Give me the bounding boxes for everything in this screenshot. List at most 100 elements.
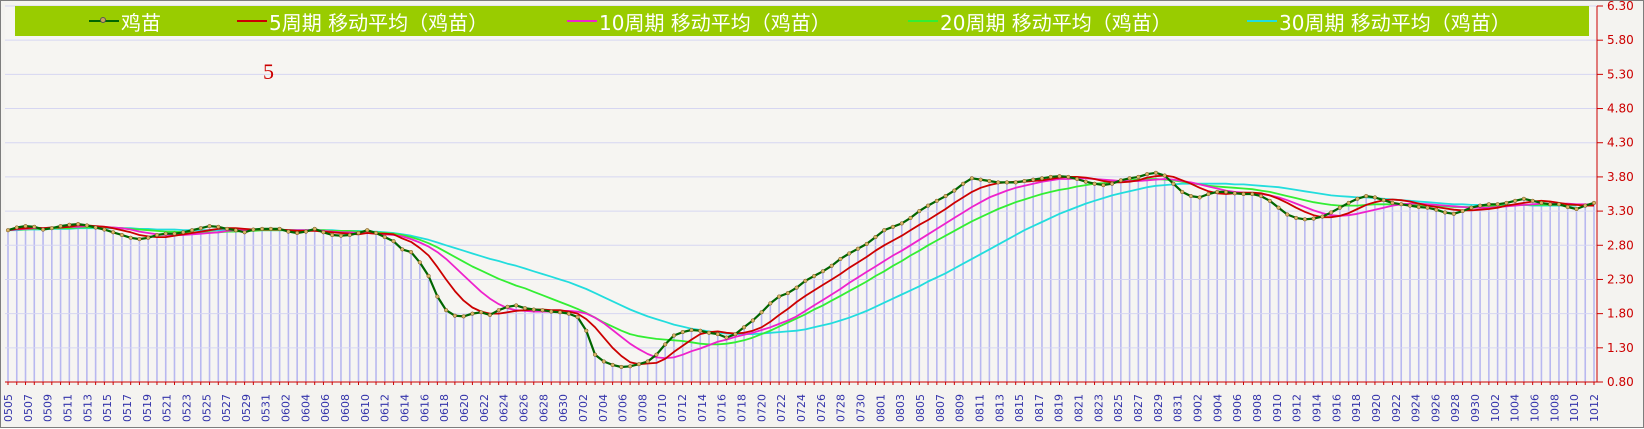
legend-item-ma10[interactable]: 10周期 移动平均（鸡苗） (567, 6, 831, 36)
price-point (969, 176, 974, 181)
x-tick-label: 0610 (359, 394, 372, 422)
legend-item-ma5[interactable]: 5周期 移动平均（鸡苗） (237, 6, 488, 36)
price-point (1478, 203, 1483, 208)
price-point (1372, 195, 1377, 200)
price-point (146, 235, 151, 240)
price-point (1364, 194, 1369, 199)
price-point (1337, 205, 1342, 210)
price-point (1022, 178, 1027, 184)
price-point (496, 308, 501, 313)
price-point (391, 239, 396, 244)
price-point (84, 223, 89, 228)
price-point (943, 194, 948, 199)
price-point (1215, 189, 1220, 194)
price-point (1188, 194, 1193, 199)
price-point (1162, 173, 1167, 178)
price-point (154, 232, 160, 238)
price-point (926, 203, 931, 208)
price-point (373, 230, 379, 236)
price-point (426, 273, 431, 279)
x-tick-label: 0511 (62, 394, 75, 422)
x-tick-label: 0509 (42, 394, 55, 422)
x-tick-label: 0525 (200, 394, 213, 422)
price-point (1145, 172, 1150, 177)
price-point (409, 250, 414, 255)
x-tick-label: 0728 (835, 394, 848, 422)
price-point (216, 224, 221, 229)
x-tick-label: 0612 (379, 394, 392, 422)
x-tick-label: 0527 (220, 394, 233, 422)
price-point (768, 301, 773, 306)
price-point (636, 362, 641, 367)
x-tick-label: 0517 (121, 394, 134, 422)
price-point (838, 256, 843, 261)
price-point (163, 231, 168, 236)
price-point (917, 209, 922, 214)
price-point (715, 332, 720, 337)
price-point (514, 303, 519, 308)
y-axis: 0.80 1.30 1.80 2.30 2.80 3.30 3.80 4.30 4.80 5.30… (1596, 1, 1634, 389)
legend-item-ma30[interactable]: 30周期 移动平均（鸡苗） (1247, 6, 1511, 36)
price-point (505, 304, 510, 309)
legend-swatch-ma30 (1247, 20, 1277, 22)
price-point (820, 269, 825, 274)
price-point (321, 230, 326, 235)
x-tick-label: 0608 (339, 394, 352, 422)
x-tick-label: 0825 (1112, 394, 1125, 422)
y-tick-label: 2.30 (1607, 272, 1634, 286)
price-point (93, 225, 98, 230)
x-tick-label: 0916 (1330, 394, 1343, 422)
price-bars (7, 172, 1595, 382)
price-point (1057, 174, 1062, 179)
price-point (794, 285, 799, 290)
y-tick-label: 6.30 (1607, 1, 1634, 13)
price-point (1556, 202, 1562, 207)
price-point (40, 227, 46, 232)
legend-item-ma20[interactable]: 20周期 移动平均（鸡苗） (908, 6, 1172, 36)
x-tick-label: 1004 (1509, 394, 1522, 422)
price-point (1390, 200, 1395, 205)
price-point (899, 221, 904, 226)
price-point (759, 310, 764, 315)
price-point (645, 359, 650, 364)
price-point (1355, 196, 1360, 201)
price-point (1451, 211, 1456, 216)
x-tick-label: 0904 (1211, 394, 1224, 422)
legend-swatch-ma5 (237, 20, 267, 22)
price-point (1258, 194, 1264, 199)
price-point (23, 224, 28, 229)
price-point (1136, 174, 1141, 179)
price-point (593, 352, 598, 357)
y-tick-label: 3.30 (1607, 204, 1634, 218)
y-tick-label: 0.80 (1607, 375, 1634, 389)
legend-swatch-price (89, 17, 119, 23)
price-point (452, 313, 457, 318)
x-tick-label: 0730 (855, 394, 868, 422)
legend-label-ma30: 30周期 移动平均（鸡苗） (1279, 10, 1511, 35)
x-tick-label: 0622 (478, 394, 491, 422)
price-point (1285, 212, 1290, 217)
price-point (1241, 191, 1246, 197)
price-point (1407, 203, 1413, 208)
price-point (382, 235, 387, 240)
chart-annotation: 5 (263, 59, 274, 84)
x-tick-label: 0702 (577, 394, 590, 422)
price-point (1206, 191, 1211, 197)
price-point (102, 227, 107, 232)
price-point (1416, 204, 1421, 210)
price-point (549, 309, 554, 314)
legend-item-price[interactable]: 鸡苗 (89, 6, 161, 36)
price-point (461, 314, 466, 319)
price-point (908, 215, 913, 220)
price-point (1583, 203, 1588, 208)
price-point (890, 224, 896, 229)
price-point (1031, 177, 1036, 182)
legend-marker-icon (100, 17, 106, 23)
x-tick-label: 0807 (934, 394, 947, 422)
price-point (198, 226, 203, 231)
price-point (1574, 206, 1579, 212)
x-tick-label: 0716 (716, 394, 729, 422)
x-tick-label: 0906 (1231, 394, 1244, 422)
price-point (1127, 176, 1132, 181)
